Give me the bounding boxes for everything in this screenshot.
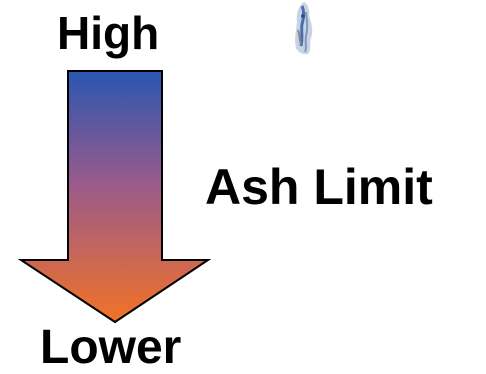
lower-label: Lower xyxy=(40,321,182,374)
small-figure-picture xyxy=(295,2,313,55)
ash-limit-label: Ash Limit xyxy=(205,159,433,215)
arrow-shape xyxy=(17,70,212,324)
high-label: High xyxy=(57,7,160,59)
